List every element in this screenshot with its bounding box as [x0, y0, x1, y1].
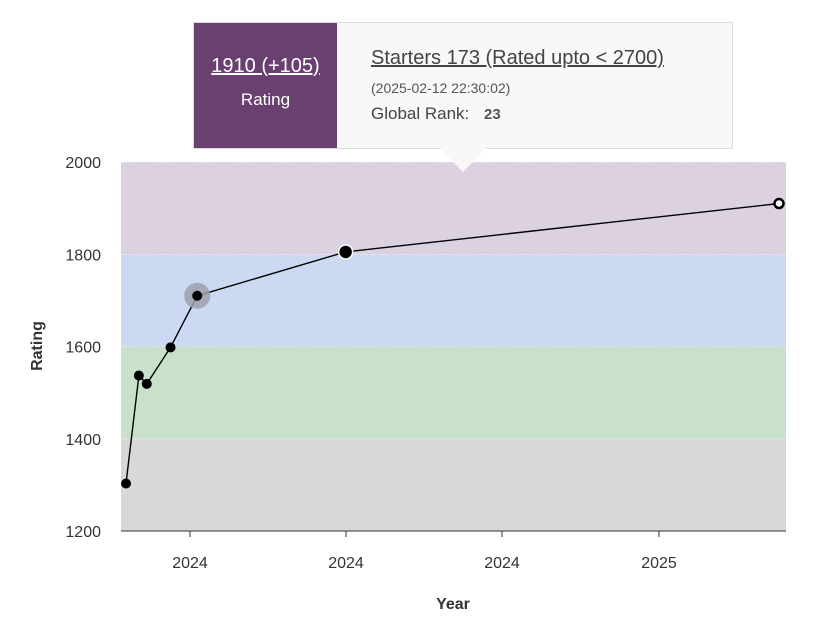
global-rank-label: Global Rank: [371, 104, 470, 123]
rating-band-0 [121, 438, 786, 531]
rating-point-3[interactable] [165, 342, 176, 353]
x-tick-label: 2024 [484, 555, 520, 572]
tooltip-rating-value[interactable]: 1910 (+105) [211, 55, 320, 77]
x-tick-label: 2024 [328, 555, 364, 572]
y-tick-label: 1400 [65, 432, 101, 449]
y-tick-label: 2000 [65, 155, 101, 172]
x-tick-label: 2025 [641, 555, 677, 572]
rating-point-4[interactable] [192, 290, 203, 301]
y-tick-label: 1800 [65, 247, 101, 264]
y-tick-label: 1600 [65, 340, 101, 357]
contest-tooltip: 1910 (+105) Rating Starters 173 (Rated u… [193, 22, 733, 149]
rating-point-0[interactable] [121, 478, 131, 489]
tooltip-rating-caption: Rating [240, 90, 291, 109]
rating-band-2 [121, 254, 786, 347]
tooltip-arrow [440, 148, 486, 172]
x-axis-ticks: 2024 2024 2024 2025 [172, 531, 677, 572]
rating-point-2[interactable] [141, 378, 152, 389]
y-axis-title: Rating [29, 321, 46, 371]
tooltip-details: Starters 173 (Rated upto < 2700) (2025-0… [337, 23, 664, 148]
x-axis-title: Year [436, 596, 470, 613]
global-rank-value: 23 [484, 106, 501, 123]
y-axis-ticks: 1200 1400 1600 1800 2000 [65, 155, 101, 541]
tooltip-contest-date: (2025-02-12 22:30:02) [371, 80, 511, 96]
x-tick-label: 2024 [172, 555, 208, 572]
rating-bands [121, 161, 786, 531]
tooltip-contest-link[interactable]: Starters 173 (Rated upto < 2700) [371, 47, 664, 69]
rating-band-1 [121, 346, 786, 439]
rating-band-3 [121, 162, 786, 255]
tooltip-rating-panel: 1910 (+105) Rating [194, 23, 337, 148]
rating-point-1[interactable] [133, 370, 144, 381]
y-tick-label: 1200 [65, 524, 101, 541]
tooltip-global-rank: Global Rank: 23 [371, 104, 664, 124]
rating-point-5[interactable] [337, 244, 354, 260]
rating-point-6[interactable] [773, 197, 785, 210]
rating-points [121, 197, 785, 489]
